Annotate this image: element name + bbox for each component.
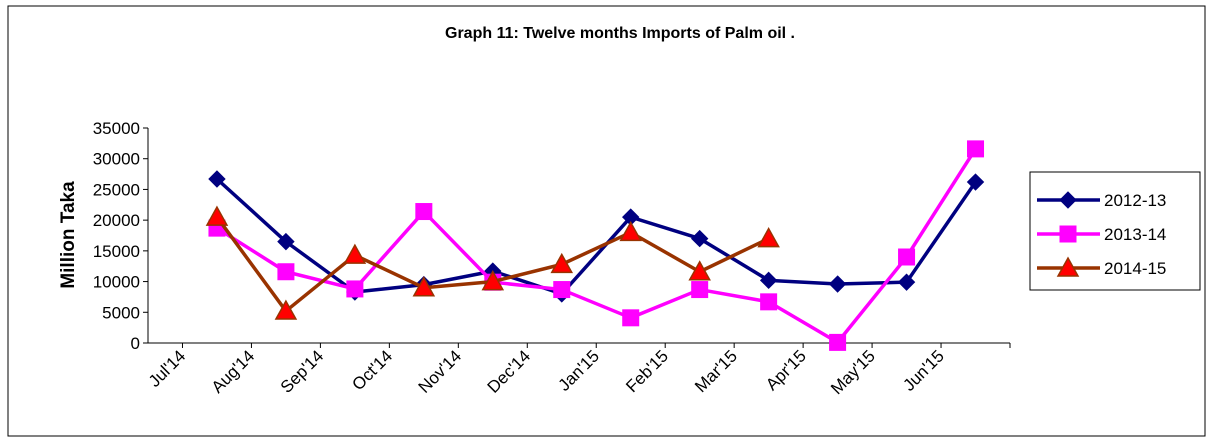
data-point [759,271,778,290]
chart-border [7,5,1206,437]
y-tick-label: 10000 [93,273,140,292]
legend-label: 2012-13 [1104,191,1166,210]
data-point [760,293,778,311]
legend-marker [1056,256,1080,277]
data-point [205,205,229,226]
legend-box [1029,171,1201,291]
y-tick-label: 20000 [93,211,140,230]
data-point [828,275,847,293]
y-tick-label: 30000 [93,150,140,169]
series-line [216,147,977,345]
data-point [208,170,226,188]
legend-marker [1059,225,1077,243]
data-point [967,140,985,158]
legend-label: 2013-14 [1104,225,1166,244]
data-point [690,229,709,248]
legend-label: 2014-15 [1104,259,1166,278]
data-point [277,232,295,251]
data-point [619,220,642,242]
data-point [622,309,640,327]
data-point [553,281,571,299]
data-point [274,299,298,320]
y-tick-label: 25000 [93,180,140,199]
data-point [412,276,436,297]
data-point [346,280,364,298]
data-point [550,252,574,274]
data-point [481,270,505,291]
data-point [343,243,367,264]
series-line [215,177,977,296]
data-point [691,281,709,299]
y-axis-label: Million Taka [58,181,79,289]
data-point [688,260,711,281]
data-point [757,227,780,248]
y-tick-label: 0 [131,334,140,353]
data-point [829,333,847,351]
data-point [277,263,295,281]
y-tick-label: 5000 [102,303,140,322]
chart-title: Graph 11: Twelve months Imports of Palm … [445,25,795,42]
data-point [898,248,916,266]
legend-marker [1059,191,1077,209]
data-point [897,273,916,291]
data-point [966,173,985,191]
data-point [415,203,433,221]
y-tick-label: 35000 [93,119,140,138]
y-tick-label: 15000 [93,242,140,261]
